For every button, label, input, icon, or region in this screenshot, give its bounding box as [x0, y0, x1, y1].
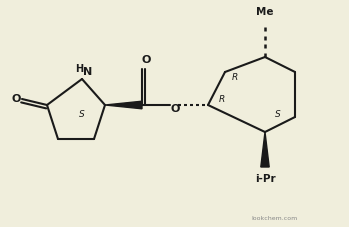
- Text: O: O: [141, 55, 151, 65]
- Text: lookchem.com: lookchem.com: [252, 217, 298, 222]
- Polygon shape: [105, 101, 142, 109]
- Text: O: O: [12, 94, 21, 104]
- Text: i-Pr: i-Pr: [255, 174, 275, 184]
- Polygon shape: [261, 132, 269, 167]
- Text: S: S: [79, 111, 85, 119]
- Text: H: H: [75, 64, 83, 74]
- Text: S: S: [275, 111, 281, 119]
- Text: O: O: [171, 104, 180, 114]
- Text: Me: Me: [256, 7, 274, 17]
- Text: R: R: [219, 94, 225, 104]
- Text: R: R: [232, 72, 238, 81]
- Text: N: N: [83, 67, 92, 77]
